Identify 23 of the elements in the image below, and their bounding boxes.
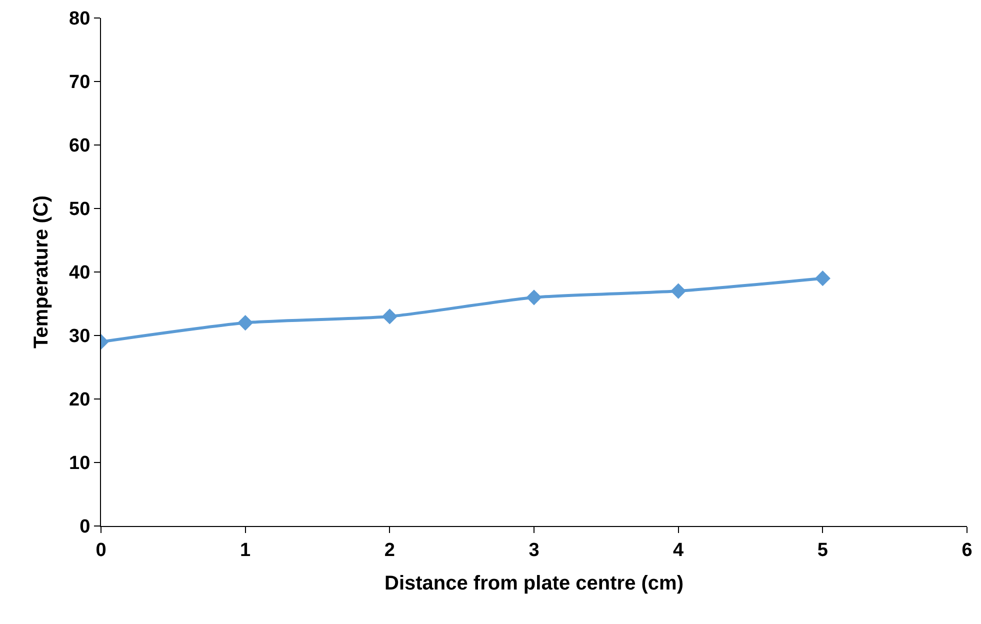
y-tick-label: 30 xyxy=(69,326,90,348)
point xyxy=(814,270,830,286)
point xyxy=(670,283,686,299)
x-tick-label: 0 xyxy=(96,540,106,561)
x-tick-label: 3 xyxy=(528,540,540,561)
y-tick-label: 10 xyxy=(69,453,90,474)
y-tick-label: 50 xyxy=(69,199,90,220)
y-tick-label: 40 xyxy=(69,262,90,284)
point xyxy=(526,290,542,306)
y-axis-title: Temperature (C) xyxy=(30,196,53,348)
y-tick-label: 80 xyxy=(69,8,90,30)
x-axis-title: Distance from plate centre (cm) xyxy=(384,572,684,594)
x-tick-label: 6 xyxy=(962,540,972,561)
x-tick-label: 1 xyxy=(240,540,252,561)
x-tick-label: 2 xyxy=(384,540,395,561)
point xyxy=(382,308,398,324)
point xyxy=(238,315,254,331)
y-tick-label: 70 xyxy=(69,72,90,94)
y-tick-label: 20 xyxy=(69,390,90,411)
x-tick-label: 4 xyxy=(673,540,684,561)
y-tick-label: 60 xyxy=(69,136,90,157)
x-tick-label: 5 xyxy=(817,540,828,561)
y-tick-label: 0 xyxy=(80,516,90,538)
